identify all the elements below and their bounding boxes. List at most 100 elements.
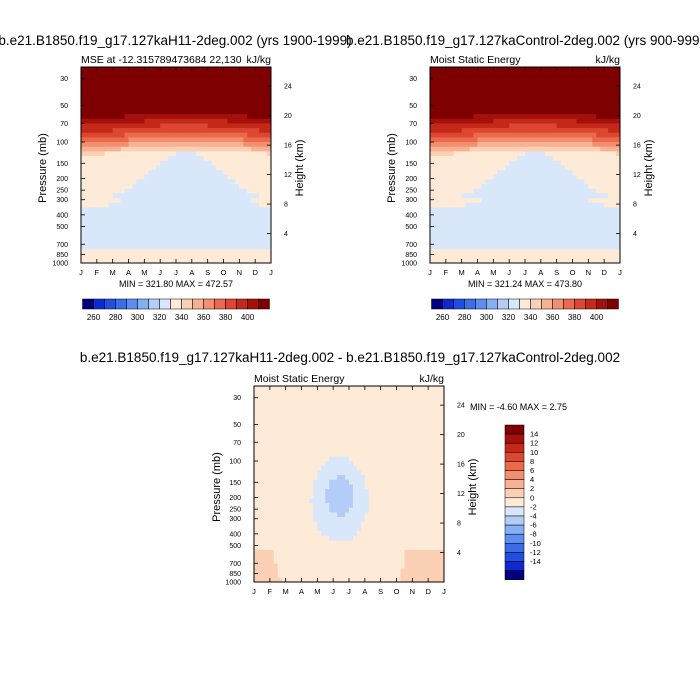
field-cell <box>176 67 181 73</box>
field-cell <box>604 169 609 175</box>
field-cell <box>257 554 263 560</box>
field-cell <box>293 563 298 569</box>
field-cell <box>203 118 209 124</box>
field-cell <box>465 235 470 241</box>
field-cell <box>449 193 455 199</box>
field-cell <box>116 174 121 180</box>
field-cell <box>203 174 209 180</box>
field-cell <box>259 109 264 115</box>
field-cell <box>477 216 482 222</box>
field-cell <box>485 90 490 96</box>
field-cell <box>187 113 193 119</box>
field-cell <box>96 235 102 241</box>
field-cell <box>540 141 546 147</box>
field-cell <box>592 169 597 175</box>
field-cell <box>532 67 538 73</box>
field-cell <box>128 225 133 231</box>
field-cell <box>215 165 220 171</box>
field-cell <box>513 160 518 166</box>
field-cell <box>251 90 256 96</box>
field-cell <box>493 183 498 189</box>
field-cell <box>453 174 459 180</box>
field-cell <box>485 193 490 199</box>
field-cell <box>489 141 494 147</box>
field-cell <box>247 95 252 101</box>
field-cell <box>179 137 185 143</box>
field-cell <box>321 470 326 476</box>
field-cell <box>254 544 259 550</box>
field-cell <box>116 151 121 157</box>
field-cell <box>176 169 181 175</box>
field-cell <box>564 244 569 250</box>
field-cell <box>509 249 514 255</box>
field-cell <box>108 85 114 91</box>
field-cell <box>592 118 597 124</box>
field-cell <box>449 85 455 91</box>
field-cell <box>263 207 268 213</box>
field-cell <box>269 423 275 429</box>
field-cell <box>277 540 283 546</box>
field-cell <box>505 183 510 189</box>
field-cell <box>430 193 435 199</box>
field-cell <box>560 85 565 91</box>
x-tick-label: M <box>110 268 116 277</box>
colorbar-right: 260 280 300 320 340 360 380 400 <box>431 298 619 322</box>
field-cell <box>301 409 306 415</box>
field-cell <box>616 169 621 175</box>
field-cell <box>183 132 189 138</box>
field-cell <box>132 225 137 231</box>
field-cell <box>612 197 617 203</box>
field-cell <box>116 211 121 217</box>
title-right: b.e21.B1850.f19_g17.127kaControl-2deg.00… <box>346 33 700 48</box>
field-cell <box>251 165 256 171</box>
field-cell <box>255 90 260 96</box>
field-cell <box>172 76 177 82</box>
field-cell <box>254 400 259 406</box>
field-cell <box>568 221 573 227</box>
field-cell <box>572 104 577 110</box>
field-cell <box>251 188 256 194</box>
field-cell <box>544 235 550 241</box>
field-cell <box>164 197 169 203</box>
field-cell <box>489 155 494 161</box>
field-cell <box>164 113 169 119</box>
field-cell <box>544 207 550 213</box>
field-cell <box>168 137 173 143</box>
field-cell <box>433 169 439 175</box>
field-cell <box>453 193 459 199</box>
field-cell <box>227 174 232 180</box>
field-cell <box>576 174 581 180</box>
field-cell <box>108 151 114 157</box>
field-cell <box>235 239 240 245</box>
field-cell <box>540 249 546 255</box>
field-cell <box>465 202 470 208</box>
field-cell <box>517 160 522 166</box>
field-cell <box>309 451 314 457</box>
field-cell <box>497 179 502 185</box>
field-cell <box>247 230 252 236</box>
field-cell <box>449 249 455 255</box>
field-cell <box>140 123 145 129</box>
field-cell <box>509 225 514 231</box>
field-cell <box>461 174 467 180</box>
field-cell <box>243 151 248 157</box>
field-cell <box>317 479 322 485</box>
field-cell <box>148 104 153 110</box>
field-cell <box>289 414 294 420</box>
field-cell <box>441 230 447 236</box>
field-cell <box>301 535 306 541</box>
field-cell <box>580 113 585 119</box>
field-cell <box>293 540 298 546</box>
field-cell <box>501 211 506 217</box>
field-cell <box>128 174 133 180</box>
field-cell <box>235 211 240 217</box>
field-cell <box>461 183 467 189</box>
field-cell <box>596 169 601 175</box>
field-cell <box>255 225 260 231</box>
field-cell <box>501 249 506 255</box>
field-cell <box>211 179 216 185</box>
field-cell <box>160 151 165 157</box>
field-cell <box>255 81 260 87</box>
field-cell <box>441 76 447 82</box>
field-cell <box>179 197 185 203</box>
